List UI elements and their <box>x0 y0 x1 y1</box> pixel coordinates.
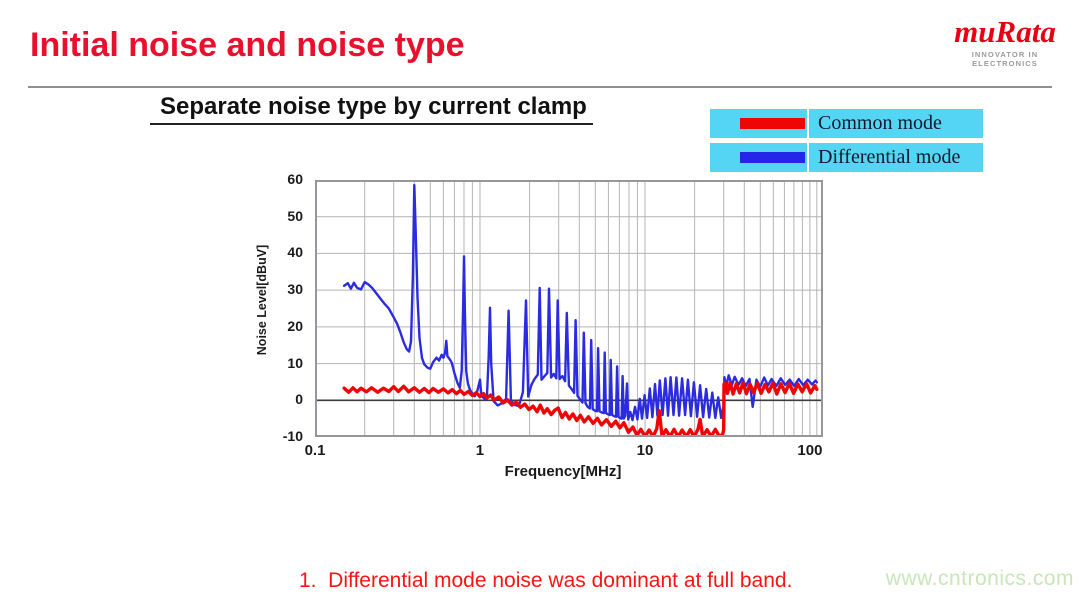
notes: 1. Differential mode noise was dominant … <box>299 512 792 597</box>
legend-label-common-mode: Common mode <box>809 109 983 138</box>
x-tick-label: 0.1 <box>304 442 326 459</box>
differential-mode-swatch <box>740 152 805 163</box>
legend-item-differential-mode: Differential mode <box>710 143 983 172</box>
plot-frame <box>315 180 823 437</box>
title-rule <box>28 86 1052 88</box>
legend-swatch-cell <box>710 109 807 138</box>
y-tick-label: 60 <box>287 171 303 187</box>
murata-logo: muRata INNOVATOR IN ELECTRONICS <box>940 14 1070 69</box>
watermark: www.cntronics.com <box>885 567 1074 590</box>
trace-common-mode <box>342 381 819 437</box>
y-tick-label: 0 <box>295 391 303 408</box>
trace-differential-mode <box>342 183 818 422</box>
page-title: Initial noise and noise type <box>30 26 465 64</box>
y-tick-label: -10 <box>282 428 303 444</box>
slide-subtitle: Separate noise type by current clamp <box>150 93 593 125</box>
legend-label-differential-mode: Differential mode <box>809 143 983 172</box>
x-axis-title: Frequency[MHz] <box>504 463 622 480</box>
legend-swatch-cell <box>710 143 807 172</box>
common-mode-swatch <box>740 118 805 129</box>
y-tick-label: 20 <box>287 317 303 334</box>
x-tick-label: 100 <box>797 442 823 459</box>
y-tick-label: 50 <box>287 207 303 224</box>
y-tick-label: 10 <box>287 354 303 371</box>
plot-area <box>315 180 823 437</box>
legend-item-common-mode: Common mode <box>710 109 983 138</box>
y-tick-label: 40 <box>287 244 303 261</box>
chart-legend: Common mode Differential mode <box>710 109 983 177</box>
murata-tagline: INNOVATOR IN ELECTRONICS <box>971 50 1039 68</box>
note-line-1: 1. Differential mode noise was dominant … <box>299 569 793 592</box>
x-tick-label: 10 <box>636 442 654 459</box>
y-tick-label: 30 <box>287 281 303 298</box>
x-tick-label: 1 <box>475 442 485 459</box>
y-axis-title: Noise Level[dBuV] <box>255 244 269 356</box>
murata-brand-text: muRata <box>954 14 1056 49</box>
